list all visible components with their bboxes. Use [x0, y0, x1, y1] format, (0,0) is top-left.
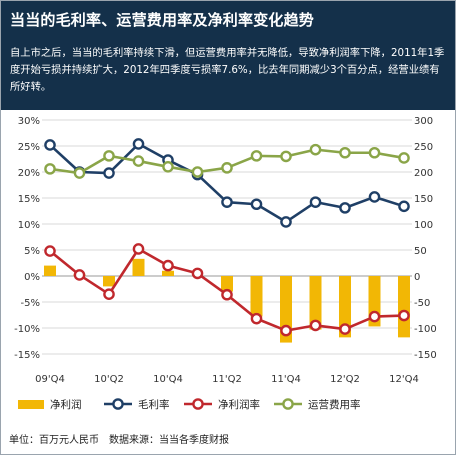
point-net-margin [309, 319, 322, 332]
y-right-tick-label: 50 [414, 246, 427, 257]
point-opex-rate [132, 155, 145, 167]
point-net-margin [339, 323, 351, 335]
legend-swatch-bar [18, 400, 44, 409]
legend-swatch-marker [192, 398, 204, 410]
x-tick-label: 10'Q2 [94, 374, 124, 385]
legend-swatch-marker [112, 398, 124, 410]
legend-label: 运营费用率 [308, 398, 361, 411]
footer-source: 单位：百万元人民币 数据来源：当当各季度财报 [9, 435, 229, 446]
bar-series-net-profit [44, 258, 410, 343]
point-opex-rate [339, 146, 351, 159]
x-tick-label: 12'Q4 [389, 374, 419, 385]
point-gross-margin [398, 200, 410, 213]
x-axis: 09'Q4 10'Q2 10'Q4 11'Q2 11'Q4 12'Q2 12'Q4 [35, 374, 419, 385]
x-tick-label: 11'Q4 [271, 374, 301, 385]
x-tick-label: 09'Q4 [35, 374, 65, 385]
legend-swatch-marker [282, 398, 294, 410]
y-left-tick-label: 5% [24, 246, 40, 257]
point-opex-rate [103, 150, 115, 162]
y-axis-right: 300 250 200 150 100 50 0 -50 -100 -150 [414, 116, 437, 361]
legend-label: 净利润率 [218, 398, 260, 411]
bar-net-profit [44, 265, 56, 276]
y-right-tick-label: 150 [414, 194, 433, 205]
legend-item: 运营费用率 [274, 398, 361, 411]
bar-net-profit [221, 276, 233, 292]
legend: 净利润 毛利率 净利润率 运营费用率 [18, 398, 361, 411]
y-right-tick-label: -150 [414, 350, 437, 361]
point-net-margin [368, 310, 381, 323]
y-left-tick-label: -15% [14, 350, 40, 361]
line-gross-margin [49, 142, 405, 224]
y-left-tick-label: -10% [14, 324, 40, 335]
point-opex-rate [73, 167, 86, 179]
y-left-tick-label: -5% [21, 298, 40, 309]
point-net-margin [162, 259, 174, 272]
point-net-margin [191, 267, 204, 280]
header-panel: 当当的毛利率、运营费用率及净利率变化趋势 自上市之后，当当的毛利率持续下滑，但运… [1, 1, 455, 110]
point-gross-margin [221, 196, 233, 208]
point-opex-rate [191, 166, 204, 178]
x-tick-label: 12'Q2 [330, 374, 360, 385]
point-opex-rate [250, 150, 263, 162]
y-axis-left: 30% 25% 20% 15% 10% 5% 0% -5% -10% -15% [14, 116, 40, 361]
y-left-tick-label: 30% [18, 116, 40, 127]
point-opex-rate [368, 146, 381, 159]
chart-subtitle: 自上市之后，当当的毛利率持续下滑，但运营费用率并无降低，导致净利润率下降，201… [10, 47, 445, 93]
bar-net-profit [398, 276, 410, 338]
x-tick-label: 10'Q4 [153, 374, 183, 385]
point-gross-margin [103, 167, 115, 179]
point-net-margin [132, 243, 145, 255]
bar-net-profit [103, 276, 115, 287]
y-left-tick-label: 0% [24, 272, 40, 283]
line-series-group [44, 138, 410, 337]
y-right-tick-label: -50 [414, 298, 430, 309]
point-gross-margin [309, 196, 322, 208]
point-net-margin [221, 288, 233, 301]
point-gross-margin [250, 198, 263, 211]
bar-net-profit [309, 276, 322, 330]
point-gross-margin [44, 139, 56, 151]
bar-net-profit [339, 276, 351, 338]
bar-net-profit [250, 276, 263, 317]
y-right-tick-label: 100 [414, 220, 433, 231]
bar-net-profit [132, 258, 145, 276]
point-gross-margin [339, 202, 351, 214]
y-right-tick-label: 250 [414, 142, 433, 153]
bar-net-profit [162, 270, 174, 276]
point-net-margin [103, 288, 115, 300]
point-net-margin [398, 309, 410, 322]
y-left-tick-label: 25% [18, 142, 40, 153]
chart-title: 当当的毛利率、运营费用率及净利率变化趋势 [10, 11, 315, 29]
point-opex-rate [162, 161, 174, 173]
legend-label: 净利润 [50, 398, 82, 411]
grid-lines [42, 119, 412, 355]
y-left-tick-label: 20% [18, 168, 40, 179]
point-net-margin [280, 324, 292, 337]
y-left-tick-label: 10% [18, 220, 40, 231]
point-net-margin [73, 269, 86, 281]
y-right-tick-label: 0 [414, 272, 420, 283]
chart-svg: 30% 25% 20% 15% 10% 5% 0% -5% -10% -15% 300 250 200… [14, 116, 437, 411]
legend-item: 净利润率 [184, 398, 260, 411]
point-net-margin [250, 312, 263, 325]
y-right-tick-label: -100 [414, 324, 437, 335]
point-opex-rate [44, 163, 56, 175]
point-opex-rate [280, 150, 292, 163]
point-gross-margin [280, 216, 292, 228]
legend-item: 净利润 [18, 398, 82, 411]
legend-item: 毛利率 [104, 398, 170, 411]
point-gross-margin [368, 191, 381, 203]
y-left-tick-label: 15% [18, 194, 40, 205]
point-opex-rate [309, 143, 322, 156]
y-right-tick-label: 300 [414, 116, 433, 127]
x-tick-label: 11'Q2 [212, 374, 242, 385]
point-net-margin [44, 245, 56, 257]
point-opex-rate [398, 152, 410, 164]
point-opex-rate [221, 162, 233, 174]
point-gross-margin [132, 138, 145, 150]
legend-label: 毛利率 [138, 398, 170, 411]
y-right-tick-label: 200 [414, 168, 433, 179]
